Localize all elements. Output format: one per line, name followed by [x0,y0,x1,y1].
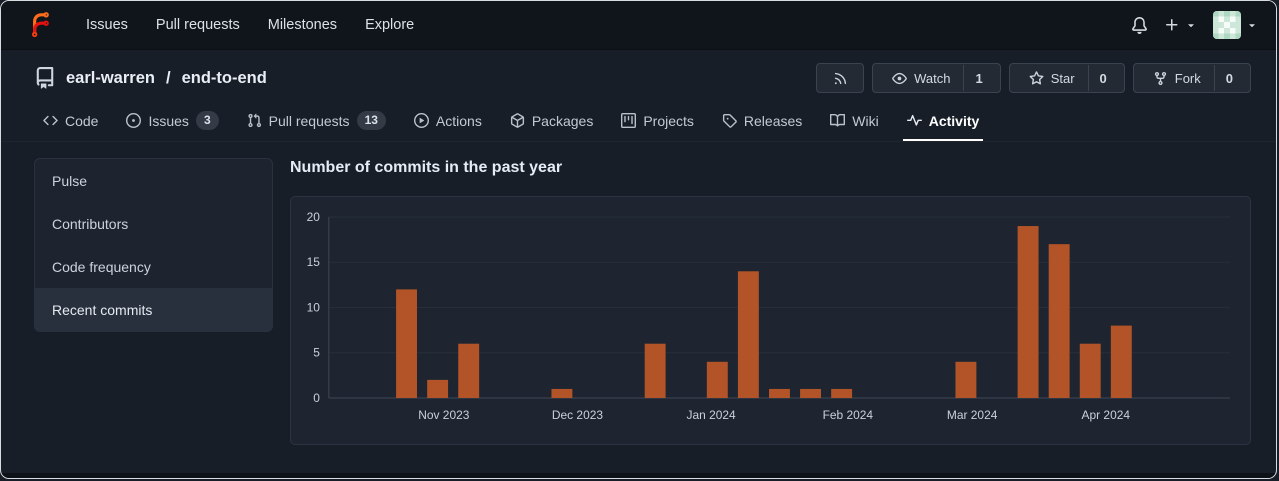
tab-code-label: Code [65,112,99,129]
caret-down-icon [1188,24,1194,28]
recent-commits-panel: Number of commits in the past year 0 5 10 1… [290,158,1251,445]
star-button[interactable]: Star 0 [1008,63,1125,93]
svg-text:5: 5 [313,346,320,360]
tab-pull-requests[interactable]: Pull requests 13 [235,100,398,141]
repo-header: earl-warren / end-to-end Watch 1 Star 0 [1,50,1276,100]
bell-icon [1132,16,1147,34]
user-menu-button[interactable] [1213,11,1258,39]
package-icon [510,113,524,128]
project-board-icon [621,113,637,128]
fork-button[interactable]: Fork 0 [1132,63,1251,93]
tab-activity-label: Activity [928,112,980,129]
sidebar-item-pulse[interactable]: Pulse [52,172,88,189]
sidebar-item-code-frequency[interactable]: Code frequency [52,258,151,275]
svg-text:15: 15 [307,255,321,269]
plus-icon [1166,19,1178,31]
tab-code[interactable]: Code [31,100,110,141]
fork-count[interactable]: 0 [1213,65,1244,91]
navbar-item-pull-requests[interactable]: Pull requests [155,17,240,33]
book-icon [830,113,846,127]
eye-icon [892,72,907,84]
fork-icon [1154,71,1166,85]
sidebar-item-recent-commits[interactable]: Recent commits [35,288,272,331]
fork-label: Fork [1174,70,1201,86]
repo-title: earl-warren / end-to-end [34,67,267,89]
tab-actions-label: Actions [435,112,482,129]
issues-count-badge: 3 [195,111,219,130]
repo-owner-link[interactable]: earl-warren [66,68,155,87]
issue-opened-icon [126,113,142,128]
user-avatar [1213,11,1241,39]
watch-label-segment[interactable]: Watch [879,65,963,91]
navbar-right [1131,11,1258,39]
star-label: Star [1050,70,1075,86]
top-navbar: Issues Pull requests Milestones Explore [1,1,1276,50]
watch-button[interactable]: Watch 1 [872,63,1001,93]
bottom-edge [1,473,1276,478]
tab-wiki[interactable]: Wiki [818,100,890,141]
navbar-item-issues[interactable]: Issues [86,17,128,33]
tab-pull-requests-label: Pull requests [268,112,350,129]
repo-actions: Watch 1 Star 0 Fork 0 [816,63,1251,93]
repo-name-link[interactable]: end-to-end [181,68,267,87]
star-icon [1029,70,1044,85]
sidebar-item-contributors[interactable]: Contributors [52,215,129,232]
tag-icon [722,113,737,128]
watch-label: Watch [914,70,951,86]
rss-icon [834,72,846,84]
activity-content: Pulse Contributors Code frequency Recent… [1,142,1276,473]
tab-projects[interactable]: Projects [609,100,706,141]
svg-text:Jan 2024: Jan 2024 [687,408,736,422]
svg-text:Apr 2024: Apr 2024 [1082,408,1131,422]
notifications-button[interactable] [1131,16,1148,34]
svg-text:Nov 2023: Nov 2023 [418,408,469,422]
play-circle-icon [413,113,429,128]
caret-down-icon [1249,24,1255,28]
tab-wiki-label: Wiki [852,112,879,129]
svg-text:Mar 2024: Mar 2024 [947,408,998,422]
fork-label-segment[interactable]: Fork [1140,65,1214,91]
pulse-icon [906,114,922,126]
forgejo-logo-icon [31,11,49,37]
tab-issues-label: Issues [148,112,189,129]
repo-separator: / [165,68,171,87]
commits-chart-card: 0 5 10 15 20 Nov 2023 Dec 2023 Jan 2024 Feb 2024… [290,196,1251,445]
tab-packages[interactable]: Packages [498,100,605,141]
svg-text:Feb 2024: Feb 2024 [823,408,874,422]
tab-actions[interactable]: Actions [402,100,494,141]
svg-text:10: 10 [307,300,321,314]
commits-chart: 0 5 10 15 20 Nov 2023 Dec 2023 Jan 2024 Feb 2024… [307,210,1231,422]
pull-requests-count-badge: 13 [356,111,386,130]
navbar-links: Issues Pull requests Milestones Explore [86,17,414,33]
tab-issues[interactable]: Issues 3 [114,100,230,141]
code-icon [43,115,58,126]
star-count[interactable]: 0 [1087,65,1118,91]
tab-projects-label: Projects [643,112,694,129]
rss-button[interactable] [816,63,865,93]
star-label-segment[interactable]: Star [1016,65,1088,91]
forgejo-logo[interactable] [27,11,54,39]
tab-releases-label: Releases [743,112,803,129]
watch-count[interactable]: 1 [963,65,993,91]
repo-book-icon [36,67,54,89]
chart-title: Number of commits in the past year [290,159,563,176]
repo-tabs: Code Issues 3 Pull requests 13 Actions P… [1,100,1276,142]
tab-activity[interactable]: Activity [895,100,992,141]
svg-text:20: 20 [307,210,321,224]
git-pull-request-icon [248,113,261,128]
create-new-button[interactable] [1164,17,1197,33]
navbar-item-explore[interactable]: Explore [365,17,415,33]
activity-side-menu: Pulse Contributors Code frequency Recent… [34,158,273,332]
navbar-item-milestones[interactable]: Milestones [267,17,338,33]
svg-text:Dec 2023: Dec 2023 [552,408,603,422]
tab-packages-label: Packages [531,112,594,129]
svg-text:0: 0 [313,391,320,405]
tab-releases[interactable]: Releases [710,100,814,141]
